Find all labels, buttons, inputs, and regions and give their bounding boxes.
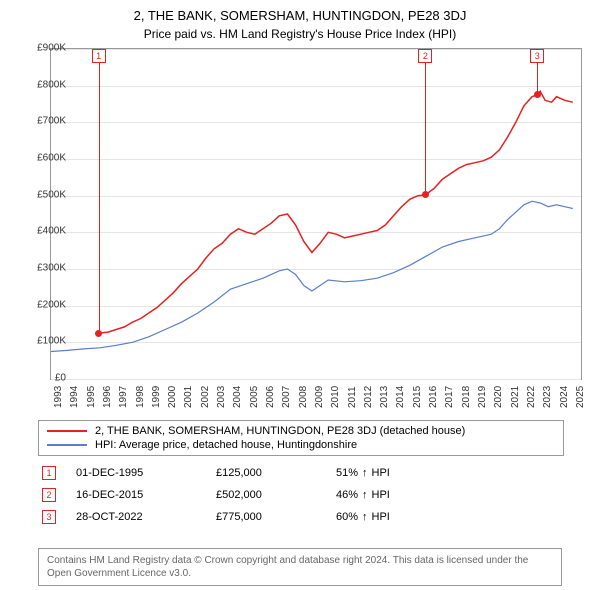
chart-title: 2, THE BANK, SOMERSHAM, HUNTINGDON, PE28…	[0, 0, 600, 23]
x-tick-label: 2018	[461, 386, 472, 408]
transaction-pct: 60%↑HPI	[336, 511, 390, 523]
x-tick-label: 2009	[314, 386, 325, 408]
y-tick-label: £600K	[37, 153, 66, 164]
y-tick-label: £900K	[37, 43, 66, 54]
x-tick-label: 2007	[281, 386, 292, 408]
y-tick-label: £700K	[37, 116, 66, 127]
y-tick-label: £200K	[37, 299, 66, 310]
x-tick-label: 2012	[363, 386, 374, 408]
transaction-marker: 1	[42, 466, 56, 480]
x-tick-label: 1994	[69, 386, 80, 408]
x-tick-label: 2010	[330, 386, 341, 408]
marker-number-box: 1	[92, 49, 106, 63]
x-tick-label: 1993	[53, 386, 64, 408]
series-hpi	[51, 201, 573, 351]
transaction-row: 1 01-DEC-1995£125,00051%↑HPI	[38, 462, 562, 484]
legend-label: 2, THE BANK, SOMERSHAM, HUNTINGDON, PE28…	[95, 425, 465, 437]
y-tick-label: £800K	[37, 79, 66, 90]
y-tick-label: £400K	[37, 226, 66, 237]
x-tick-label: 2002	[200, 386, 211, 408]
x-tick-label: 2021	[510, 386, 521, 408]
y-tick-label: £0	[55, 373, 66, 384]
y-tick-label: £100K	[37, 336, 66, 347]
x-tick-label: 1996	[102, 386, 113, 408]
x-tick-label: 1995	[86, 386, 97, 408]
series-property	[99, 91, 573, 333]
arrow-up-icon: ↑	[362, 489, 368, 501]
x-tick-label: 2006	[265, 386, 276, 408]
x-tick-label: 2004	[232, 386, 243, 408]
x-tick-label: 2025	[575, 386, 586, 408]
x-tick-label: 2024	[559, 386, 570, 408]
chart-lines-svg	[51, 49, 581, 379]
x-tick-label: 2014	[395, 386, 406, 408]
x-tick-label: 2000	[167, 386, 178, 408]
transaction-date: 16-DEC-2015	[76, 489, 216, 501]
x-tick-label: 2019	[477, 386, 488, 408]
transaction-date: 01-DEC-1995	[76, 467, 216, 479]
chart-plot-area: 1 2 3	[50, 48, 582, 380]
x-tick-label: 1998	[135, 386, 146, 408]
x-tick-label: 2015	[412, 386, 423, 408]
y-tick-label: £300K	[37, 263, 66, 274]
legend: 2, THE BANK, SOMERSHAM, HUNTINGDON, PE28…	[38, 420, 564, 456]
x-tick-label: 2003	[216, 386, 227, 408]
legend-swatch	[47, 444, 87, 446]
x-tick-label: 2013	[379, 386, 390, 408]
transaction-date: 28-OCT-2022	[76, 511, 216, 523]
transaction-pct: 46%↑HPI	[336, 489, 390, 501]
y-tick-label: £500K	[37, 189, 66, 200]
legend-row: 2, THE BANK, SOMERSHAM, HUNTINGDON, PE28…	[39, 424, 563, 438]
transaction-price: £775,000	[216, 511, 336, 523]
transaction-row: 2 16-DEC-2015£502,00046%↑HPI	[38, 484, 562, 506]
x-tick-label: 1999	[151, 386, 162, 408]
x-tick-label: 2011	[347, 386, 358, 408]
x-tick-label: 2005	[249, 386, 260, 408]
chart-container: 2, THE BANK, SOMERSHAM, HUNTINGDON, PE28…	[0, 0, 600, 590]
attribution-text: Contains HM Land Registry data © Crown c…	[38, 548, 562, 586]
marker-dot	[95, 330, 102, 337]
transaction-price: £502,000	[216, 489, 336, 501]
arrow-up-icon: ↑	[362, 511, 368, 523]
legend-row: HPI: Average price, detached house, Hunt…	[39, 438, 563, 452]
transaction-marker: 2	[42, 488, 56, 502]
x-tick-label: 2008	[298, 386, 309, 408]
transaction-price: £125,000	[216, 467, 336, 479]
x-tick-label: 1997	[118, 386, 129, 408]
x-tick-label: 2016	[428, 386, 439, 408]
transaction-marker: 3	[42, 510, 56, 524]
x-tick-label: 2017	[444, 386, 455, 408]
marker-line	[425, 63, 426, 195]
marker-number-box: 2	[418, 49, 432, 63]
arrow-up-icon: ↑	[362, 467, 368, 479]
x-tick-label: 2020	[493, 386, 504, 408]
transaction-pct: 51%↑HPI	[336, 467, 390, 479]
marker-line	[537, 63, 538, 95]
x-tick-label: 2022	[526, 386, 537, 408]
transaction-row: 3 28-OCT-2022£775,00060%↑HPI	[38, 506, 562, 528]
transaction-table: 1 01-DEC-1995£125,00051%↑HPI 2 16-DEC-2015£…	[38, 462, 562, 528]
marker-number-box: 3	[530, 49, 544, 63]
legend-label: HPI: Average price, detached house, Hunt…	[95, 439, 357, 451]
x-tick-label: 2023	[542, 386, 553, 408]
legend-swatch	[47, 430, 87, 432]
x-tick-label: 2001	[183, 386, 194, 408]
marker-line	[99, 63, 100, 333]
chart-subtitle: Price paid vs. HM Land Registry's House …	[0, 23, 600, 41]
